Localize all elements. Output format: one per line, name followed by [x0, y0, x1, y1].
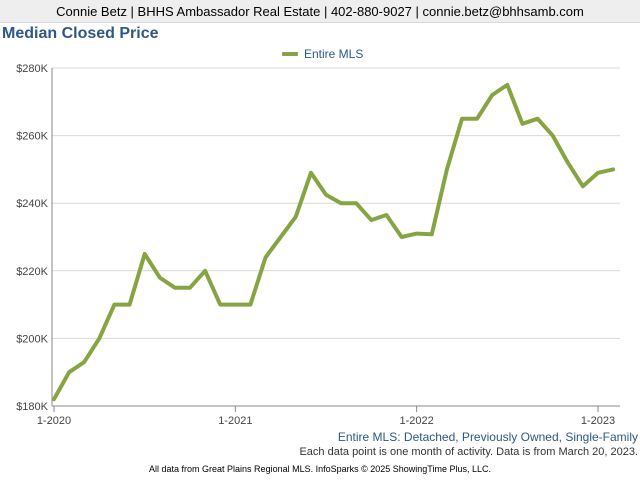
contact-text: Connie Betz | BHHS Ambassador Real Estat…	[56, 3, 584, 19]
legend-swatch	[282, 52, 298, 56]
y-tick-label: $180K	[16, 401, 48, 413]
y-tick-label: $240K	[16, 198, 48, 210]
x-tick-label: 1-2021	[218, 415, 252, 427]
series-line-entire-mls	[52, 82, 616, 402]
x-tick-label: 1-2020	[37, 415, 71, 427]
y-tick-label: $280K	[16, 63, 48, 75]
y-tick-label: $200K	[16, 333, 48, 345]
source-footer: All data from Great Plains Regional MLS.…	[149, 464, 491, 474]
chart-legend: Entire MLS	[282, 46, 363, 62]
x-tick-label: 1-2023	[581, 415, 615, 427]
data-scope-note: Entire MLS: Detached, Previously Owned, …	[337, 430, 638, 444]
legend-label: Entire MLS	[304, 47, 364, 61]
chart-title: Median Closed Price	[2, 25, 159, 42]
y-tick-label: $260K	[16, 131, 48, 143]
y-tick-label: $220K	[16, 266, 48, 278]
x-tick-label: 1-2022	[400, 415, 434, 427]
data-frequency-note: Each data point is one month of activity…	[299, 446, 638, 458]
contact-header: Connie Betz | BHHS Ambassador Real Estat…	[0, 0, 640, 23]
